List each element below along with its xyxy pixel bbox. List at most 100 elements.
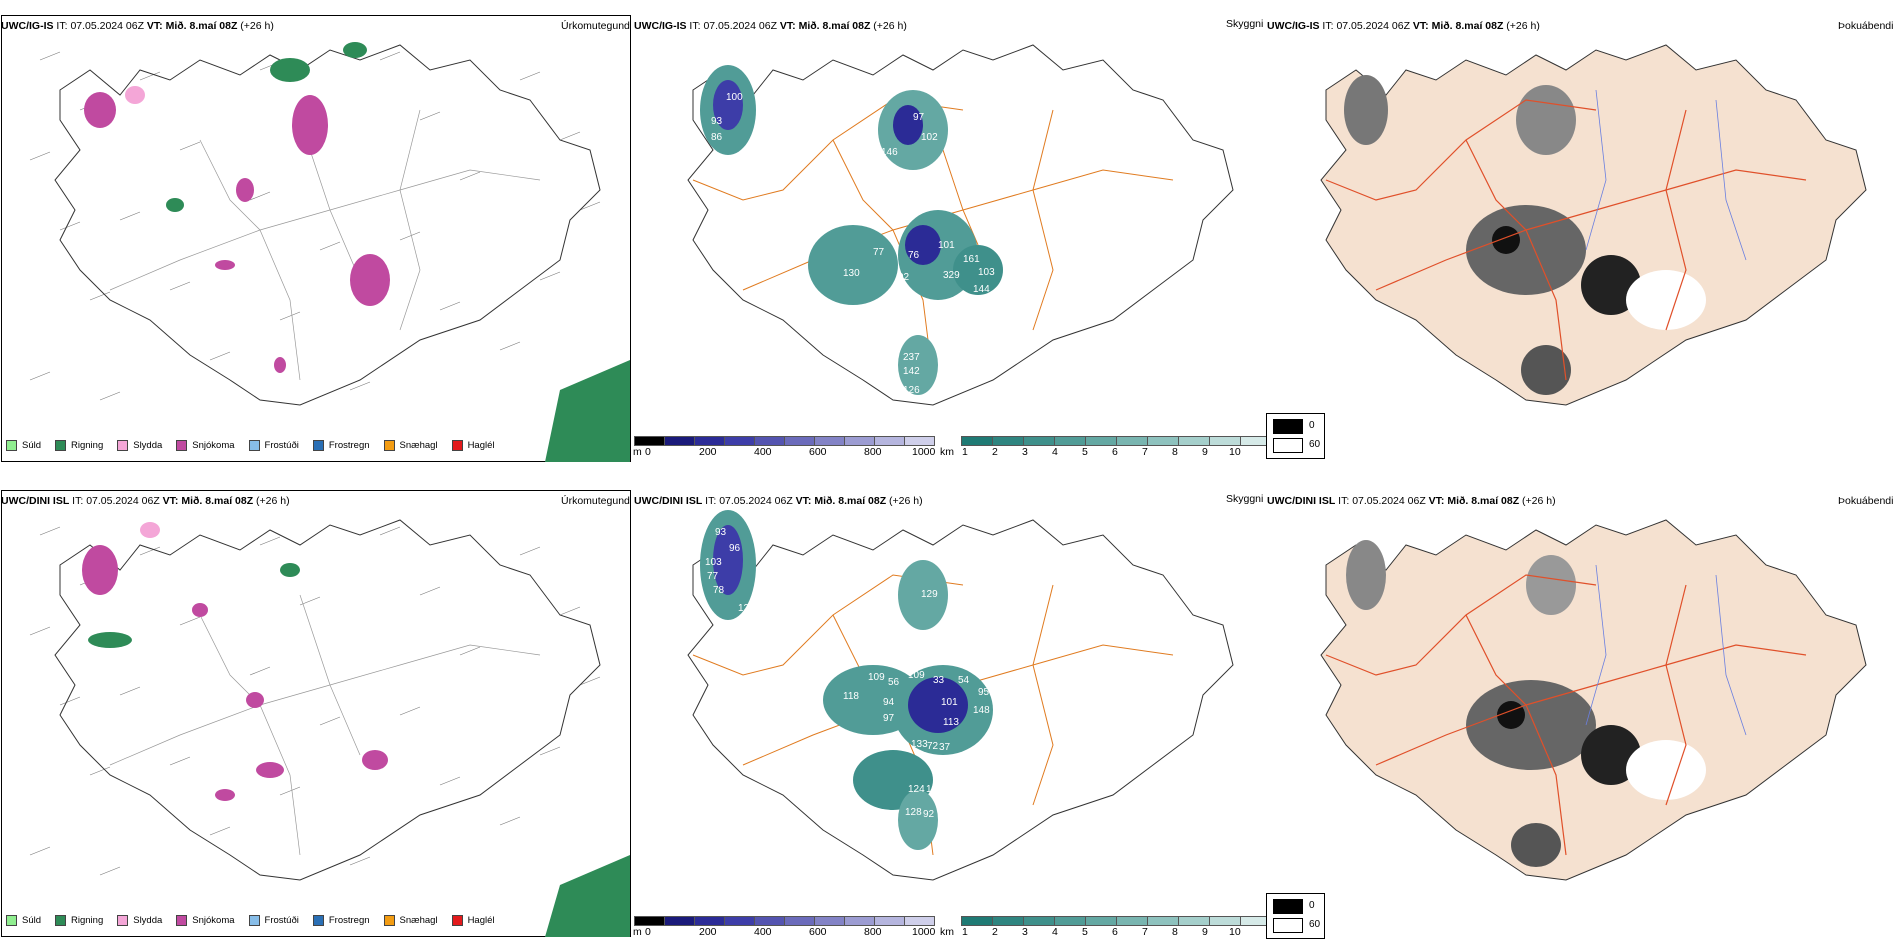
- scale-tick: 6: [1112, 926, 1118, 938]
- scale-segment: [814, 916, 845, 926]
- vis-label: 96: [729, 543, 741, 554]
- vis-scale-km-bar: [961, 436, 1272, 446]
- legend-swatch: [6, 440, 17, 451]
- legend-label: Snæhagl: [399, 915, 438, 926]
- vis-label: 102: [921, 132, 938, 143]
- vis-label: 54: [958, 675, 970, 686]
- scale-segment: [992, 916, 1024, 926]
- precip-areas: [82, 522, 630, 937]
- scale-segment: [634, 436, 665, 446]
- scale-segment: [1116, 436, 1148, 446]
- fog-swatch: [1273, 438, 1303, 453]
- iceland-coast: [687, 519, 1234, 881]
- scale-segment: [1085, 916, 1117, 926]
- vis-label: 103: [743, 227, 760, 238]
- scale-segment: [844, 916, 875, 926]
- scale-tick: 800: [864, 926, 882, 938]
- scale-segment: [1147, 436, 1179, 446]
- legend-label: Slydda: [133, 915, 163, 926]
- vis-label: 130: [843, 268, 860, 279]
- vis-label: 77: [707, 571, 719, 582]
- legend-label: Frostregn: [328, 440, 370, 451]
- vis-label: 83: [728, 250, 740, 261]
- scale-tick: 4: [1052, 926, 1058, 938]
- legend-item: Frostúði: [248, 915, 299, 926]
- vis-label: 76: [908, 250, 920, 261]
- scale-segment: [961, 436, 993, 446]
- lead-time: (+26 h): [1506, 20, 1540, 32]
- scale-segment: [634, 916, 665, 926]
- scale-segment: [904, 916, 935, 926]
- scale-unit: m: [633, 926, 642, 938]
- scale-tick: 7: [1142, 926, 1148, 938]
- vis-label: 148: [973, 705, 990, 716]
- panel-header: UWC/DINI ISL IT: 07.05.2024 06Z VT: Mið.…: [1, 495, 290, 507]
- vis-label: 12: [738, 603, 750, 614]
- vis-label: 78: [713, 585, 725, 596]
- scale-tick: 3: [1022, 446, 1028, 458]
- scale-tick: 7: [1142, 446, 1148, 458]
- panel-header: UWC/IG-IS IT: 07.05.2024 06Z VT: Mið. 8.…: [634, 20, 907, 32]
- scale-tick: 2: [992, 446, 998, 458]
- fog-map: [1320, 519, 1867, 881]
- legend-swatch: [55, 440, 67, 451]
- it-value: 07.05.2024 06Z: [719, 495, 793, 507]
- scale-tick: 200: [699, 446, 717, 458]
- scale-segment: [724, 916, 755, 926]
- legend-label: Súld: [22, 915, 42, 926]
- legend-swatch: [451, 915, 463, 926]
- rivers: [1585, 89, 1747, 261]
- vis-label: 133: [911, 739, 928, 750]
- panel-title: Skyggni: [1226, 18, 1264, 30]
- scale-tick: 200: [699, 926, 717, 938]
- legend-swatch: [55, 915, 67, 926]
- precip-legend: Súld Rigning Slydda Snjókoma Frostúði Fr…: [6, 440, 495, 451]
- it-value: 07.05.2024 06Z: [1336, 20, 1410, 32]
- wind-barbs: [29, 51, 601, 401]
- vis-label: 144: [973, 284, 990, 295]
- vt-label: VT:: [146, 20, 163, 32]
- scale-segment: [1054, 916, 1086, 926]
- legend-item: Haglél: [451, 440, 495, 451]
- vt-label: VT:: [1428, 495, 1445, 507]
- lead-time: (+26 h): [873, 20, 907, 32]
- panel-title: Skyggni: [1226, 493, 1264, 505]
- vis-label: 101: [941, 697, 958, 708]
- visibility-fields: [700, 65, 1003, 395]
- it-label: IT:: [689, 20, 701, 32]
- vis-scale-m-ticks: m 0 200 400 600 800 1000: [633, 446, 935, 460]
- scale-tick: 8: [1172, 926, 1178, 938]
- vis-label: 109: [908, 670, 925, 681]
- vis-label: 237: [903, 352, 920, 363]
- scale-segment: [1147, 916, 1179, 926]
- scale-segment: [1023, 436, 1055, 446]
- map-frame: [1, 15, 631, 462]
- legend-item: Súld: [6, 915, 41, 926]
- scale-segment: [1209, 916, 1241, 926]
- it-value: 07.05.2024 06Z: [86, 495, 160, 507]
- scale-segment: [814, 436, 845, 446]
- it-value: 07.05.2024 06Z: [1352, 495, 1426, 507]
- scale-segment: [754, 916, 785, 926]
- scale-tick: 1: [962, 926, 968, 938]
- legend-swatch: [383, 440, 395, 451]
- precip-areas: [84, 42, 630, 462]
- vt-value: Mið. 8.maí 08Z: [1447, 495, 1520, 507]
- legend-label: Slydda: [133, 440, 163, 451]
- vis-label: 22: [753, 162, 765, 173]
- legend-label: Frostúði: [264, 440, 299, 451]
- fog-value: 0: [1309, 900, 1315, 911]
- scale-segment: [724, 436, 755, 446]
- vis-label: 97: [913, 112, 925, 123]
- vis-label: 103: [978, 267, 995, 278]
- panel-header: UWC/IG-IS IT: 07.05.2024 06Z VT: Mið. 8.…: [1267, 20, 1540, 32]
- legend-label: Snjókoma: [192, 915, 235, 926]
- panel-header: UWC/DINI ISL IT: 07.05.2024 06Z VT: Mið.…: [1267, 495, 1556, 507]
- legend-label: Haglél: [467, 440, 495, 451]
- it-label: IT:: [72, 495, 84, 507]
- scale-tick: 800: [864, 446, 882, 458]
- vis-label: 538: [873, 306, 890, 317]
- panel-title: Úrkomutegund: [561, 495, 630, 507]
- scale-tick: 400: [754, 446, 772, 458]
